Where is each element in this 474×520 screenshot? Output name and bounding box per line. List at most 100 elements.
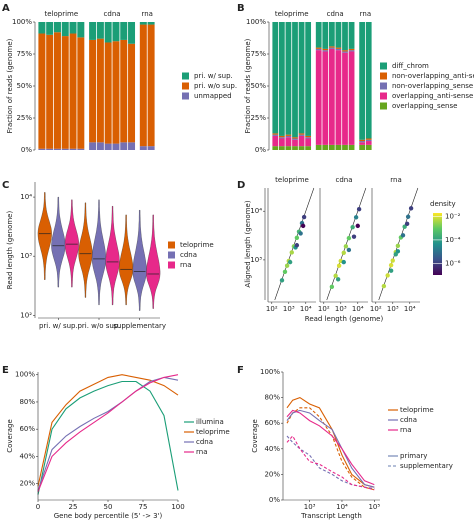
y-axis-title: Coverage — [6, 419, 14, 453]
legend-swatch — [182, 92, 189, 100]
bar-segment — [89, 142, 97, 150]
violin — [51, 196, 66, 288]
bar-segment — [104, 42, 112, 144]
violin — [91, 199, 107, 306]
bar-segment — [365, 138, 372, 140]
density-point — [355, 223, 360, 229]
bar-segment — [342, 144, 348, 150]
x-tick-label: 10⁴ — [336, 503, 348, 511]
y-tick-label: 40% — [19, 452, 35, 460]
bar-segment — [328, 47, 335, 49]
y-tick-label: 75% — [16, 50, 32, 58]
y-axis-title: Coverage — [251, 419, 259, 453]
facet-label: cdna — [327, 10, 344, 18]
bar-segment — [315, 48, 322, 51]
y-axis-title: Fraction of reads (genome) — [244, 38, 252, 133]
legend-label: rna — [180, 261, 191, 269]
bar-segment — [365, 144, 372, 150]
bar-segment — [128, 43, 136, 143]
density-point — [341, 250, 346, 255]
density-point — [395, 243, 401, 248]
density-point — [385, 273, 390, 278]
bar-segment — [77, 22, 85, 38]
bar-segment — [359, 139, 366, 142]
y-tick-label: 50% — [16, 82, 32, 90]
density-point — [341, 259, 346, 265]
facet-label: cdna — [335, 176, 352, 184]
bar-segment — [298, 134, 305, 136]
bar-segment — [359, 142, 366, 145]
x-tick-label: 10² — [370, 305, 382, 313]
y-axis-title: Aligned length (genome) — [244, 200, 252, 287]
x-tick-label: 10⁴ — [404, 305, 416, 313]
bar-segment — [305, 138, 312, 147]
bar-segment — [335, 22, 342, 48]
bar-segment — [147, 146, 155, 150]
x-tick-label: 0 — [36, 503, 40, 511]
violin — [105, 206, 120, 306]
bar-segment — [315, 22, 322, 48]
bar-segment — [77, 148, 85, 150]
y-tick-label: 80% — [19, 398, 35, 406]
density-point — [335, 277, 341, 282]
y-tick-label: 100% — [260, 368, 280, 376]
bar-segment — [328, 144, 335, 150]
line — [37, 376, 179, 491]
violin — [132, 210, 147, 311]
x-tick-label: supplementary — [113, 322, 166, 330]
panel-label: C — [2, 180, 9, 191]
density-point — [298, 231, 303, 236]
density-point — [333, 273, 338, 279]
facet-label: rna — [141, 10, 152, 18]
density-point — [284, 263, 290, 268]
x-tick-label: 10³ — [304, 503, 316, 511]
bar-segment — [348, 50, 355, 52]
bar-segment — [272, 146, 279, 150]
bar-segment — [285, 146, 292, 150]
line — [286, 407, 375, 491]
density-point — [388, 262, 394, 268]
bar-segment — [315, 47, 322, 49]
panel-label: B — [237, 3, 245, 14]
x-tick-label: 100 — [171, 503, 184, 511]
y-tick-label: 10³ — [20, 252, 32, 260]
x-tick-label: 10³ — [387, 305, 399, 313]
bar-segment — [328, 48, 335, 145]
colorbar-tick-label: 10⁻⁶ — [445, 259, 461, 267]
bar-segment — [305, 135, 312, 138]
x-axis-title: Read length (genome) — [305, 315, 384, 323]
x-tick-label: 50 — [104, 503, 113, 511]
x-tick-label: 25 — [69, 503, 78, 511]
y-tick-label: 100% — [12, 18, 32, 26]
bar-segment — [272, 135, 279, 147]
bar-segment — [38, 148, 46, 150]
bar-segment — [278, 22, 285, 136]
bar-segment — [120, 22, 128, 40]
bar-segment — [285, 135, 292, 138]
legend-label: non-overlapping_sense — [392, 82, 473, 90]
y-tick-label: 0% — [269, 496, 280, 504]
identity-line — [326, 187, 367, 301]
legend-label: cdna — [400, 416, 417, 424]
x-tick-label: pri. w/o sup. — [77, 322, 120, 330]
bar-segment — [128, 22, 136, 44]
legend-swatch — [380, 102, 387, 110]
density-point — [393, 252, 398, 257]
bar-segment — [359, 141, 366, 143]
violin — [119, 214, 134, 306]
bar-segment — [69, 148, 77, 150]
density-point — [294, 243, 300, 248]
legend-swatch — [380, 92, 387, 100]
bar-segment — [38, 22, 46, 34]
bar-segment — [292, 138, 298, 140]
x-tick-label: 75 — [139, 503, 148, 511]
legend-label: diff_chrom — [392, 62, 429, 70]
x-tick-label: 10⁴ — [300, 305, 312, 313]
y-tick-label: 60% — [19, 425, 35, 433]
bar-segment — [272, 133, 279, 135]
bar-segment — [328, 22, 335, 47]
legend-swatch — [168, 251, 175, 259]
bar-segment — [342, 52, 348, 145]
y-tick-label: 0% — [255, 146, 266, 154]
y-tick-label: 50% — [250, 82, 266, 90]
